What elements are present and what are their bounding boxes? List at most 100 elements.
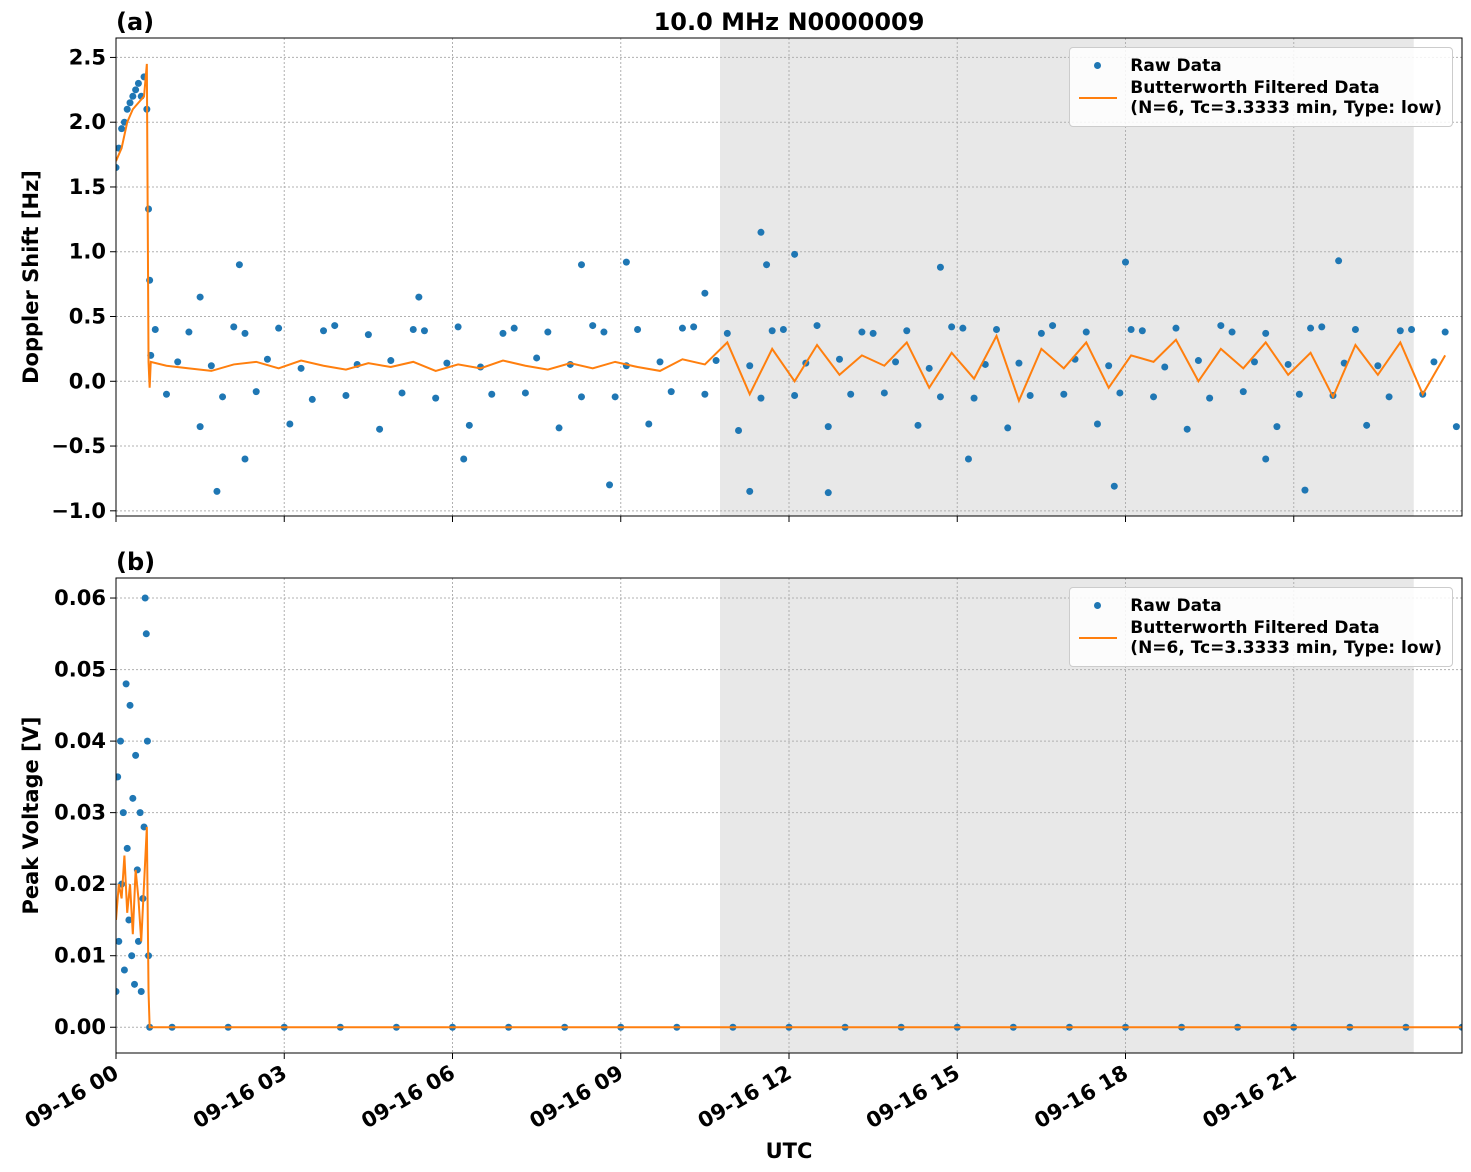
raw-point — [128, 952, 136, 960]
raw-point — [993, 325, 1001, 333]
filtered-line — [116, 63, 1447, 404]
y-tick-label: 2.0 — [69, 110, 106, 134]
raw-point — [892, 358, 900, 366]
raw-point — [499, 329, 507, 337]
raw-point — [1105, 362, 1113, 370]
raw-point — [914, 421, 922, 429]
raw-point — [420, 327, 428, 335]
legend-label: Butterworth Filtered Data (N=6, Tc=3.333… — [1130, 618, 1442, 658]
x-tick-label: 09-16 09 — [525, 1061, 627, 1134]
raw-point — [125, 916, 133, 924]
raw-point — [723, 329, 731, 337]
raw-point — [779, 325, 787, 333]
raw-point — [342, 392, 350, 400]
raw-point — [903, 327, 911, 335]
y-tick-label: 0.03 — [54, 801, 106, 825]
axes-frame — [115, 37, 1463, 517]
raw-point — [847, 390, 855, 398]
raw-point — [308, 395, 316, 403]
raw-point — [1082, 328, 1090, 336]
raw-point — [454, 323, 462, 331]
raw-point — [746, 362, 754, 370]
raw-point — [241, 455, 249, 463]
raw-point — [880, 389, 888, 397]
legend-label: Raw Data — [1130, 56, 1222, 76]
raw-point — [132, 751, 140, 759]
raw-point — [948, 323, 956, 331]
raw-point — [286, 420, 294, 428]
raw-point — [132, 86, 140, 94]
raw-point — [1015, 359, 1023, 367]
raw-point — [1206, 394, 1214, 402]
legend-entry: Butterworth Filtered Data (N=6, Tc=3.333… — [1078, 78, 1442, 118]
raw-point — [1284, 360, 1292, 368]
legend-swatch — [1078, 628, 1118, 648]
plot-area — [116, 594, 1462, 1031]
raw-point — [460, 455, 468, 463]
raw-point — [387, 357, 395, 365]
y-tick-label: 0.0 — [69, 369, 106, 393]
raw-point — [1295, 390, 1303, 398]
y-axis-label: Peak Voltage [V] — [19, 716, 43, 914]
raw-point — [1374, 362, 1382, 370]
raw-point — [196, 293, 204, 301]
raw-point — [768, 327, 776, 335]
raw-point — [763, 261, 771, 269]
raw-point — [142, 630, 150, 638]
raw-point — [936, 263, 944, 271]
raw-point — [364, 331, 372, 339]
raw-point — [1318, 323, 1326, 331]
legend-swatch — [1078, 88, 1118, 108]
legend-marker — [1094, 602, 1102, 609]
raw-point — [118, 125, 126, 133]
raw-point — [1026, 392, 1034, 400]
raw-point — [622, 258, 630, 266]
raw-point — [465, 421, 473, 429]
raw-point — [123, 844, 131, 852]
raw-point — [1408, 325, 1416, 333]
raw-point — [555, 424, 563, 432]
raw-point — [1172, 324, 1180, 332]
raw-point — [409, 325, 417, 333]
y-tick-label: 0.06 — [54, 586, 106, 610]
raw-point — [297, 364, 305, 372]
raw-point — [964, 455, 972, 463]
raw-point — [1262, 455, 1270, 463]
raw-point — [213, 487, 221, 495]
raw-point — [151, 325, 159, 333]
raw-point — [1396, 327, 1404, 335]
x-tick-label: 09-16 12 — [694, 1061, 796, 1134]
raw-point — [1307, 324, 1315, 332]
raw-point — [869, 329, 877, 337]
y-tick-label: 0.5 — [69, 305, 106, 329]
raw-point — [1037, 329, 1045, 337]
raw-point — [533, 354, 541, 362]
raw-point — [116, 937, 123, 945]
raw-point — [136, 809, 144, 817]
raw-point — [415, 293, 423, 301]
y-tick-label: 2.5 — [69, 45, 106, 69]
raw-point — [667, 388, 675, 396]
legend-marker — [1094, 62, 1102, 69]
raw-point — [219, 393, 227, 401]
raw-point — [331, 322, 339, 330]
legend-entry: Raw Data — [1078, 596, 1442, 616]
legend: Raw Data Butterworth Filtered Data (N=6, … — [1069, 587, 1453, 667]
plot-area — [116, 63, 1460, 497]
raw-point — [230, 323, 238, 331]
raw-point — [174, 358, 182, 366]
raw-point — [141, 594, 149, 602]
raw-point — [116, 987, 120, 995]
raw-point — [606, 481, 614, 489]
raw-point — [835, 355, 843, 363]
raw-point — [712, 357, 720, 365]
x-tick-label: 09-16 18 — [1030, 1061, 1132, 1134]
raw-point — [1452, 423, 1460, 431]
panel-label: (a) — [116, 8, 154, 36]
legend-swatch — [1078, 56, 1118, 76]
raw-point — [577, 393, 585, 401]
raw-point — [959, 324, 967, 332]
axes-frame — [115, 577, 1463, 1054]
raw-point — [275, 324, 283, 332]
raw-point — [1138, 327, 1146, 335]
